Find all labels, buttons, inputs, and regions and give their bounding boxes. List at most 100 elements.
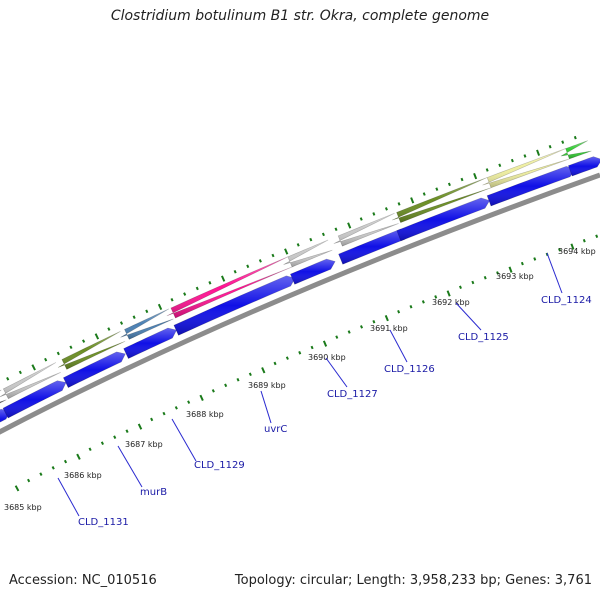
leader-line	[389, 329, 408, 363]
tick-mark	[233, 269, 237, 274]
tick-mark	[410, 197, 415, 204]
tick-mark	[483, 275, 487, 280]
tick-mark	[261, 367, 266, 374]
tick-mark	[434, 295, 438, 299]
forward-gene-arrow-shade	[123, 328, 177, 359]
gene-label: CLD_1131	[78, 517, 129, 528]
inner-tick-ring	[6, 135, 577, 381]
leader-lines	[57, 252, 563, 517]
tick-mark	[63, 459, 68, 464]
reverse-gene-arrow-shade	[283, 240, 333, 267]
tick-mark	[271, 253, 275, 258]
genome-title: Clostridium botulinum B1 str. Okra, comp…	[110, 8, 490, 24]
tick-mark	[137, 423, 143, 430]
tick-mark	[548, 144, 552, 149]
tick-mark	[284, 248, 289, 255]
gene-labels: CLD_1131 murB CLD_1129 uvrC CLD_1127 CLD…	[78, 295, 592, 528]
tick-mark	[409, 305, 413, 309]
tick-mark	[536, 149, 541, 156]
gene-label: CLD_1124	[541, 295, 592, 306]
forward-gene-arrow-shade	[568, 156, 600, 176]
tick-mark	[145, 309, 149, 314]
tick-mark	[285, 356, 289, 360]
tick-mark	[199, 394, 204, 401]
tick-mark	[150, 417, 154, 422]
tick-mark	[508, 266, 513, 273]
leader-line	[546, 252, 563, 294]
leader-line	[325, 357, 348, 388]
tick-mark	[170, 298, 174, 302]
tick-mark	[510, 158, 514, 163]
tick-mark	[447, 182, 451, 187]
leader-line	[260, 390, 272, 424]
outer-tick-ring	[14, 234, 599, 492]
tick-mark	[157, 303, 163, 311]
kbp-label: 3686 kbp	[64, 471, 102, 480]
gene-label: CLD_1129	[194, 460, 245, 471]
kbp-label: 3687 kbp	[125, 440, 163, 449]
tick-mark	[523, 154, 527, 158]
tick-mark	[51, 466, 55, 470]
leader-line	[57, 477, 80, 517]
tick-mark	[498, 163, 502, 168]
reverse-gene-arrow-shade	[392, 177, 492, 223]
tick-mark	[94, 333, 100, 340]
tick-mark	[460, 177, 464, 182]
tick-mark	[360, 325, 364, 329]
tick-mark	[44, 357, 48, 362]
tick-mark	[258, 259, 262, 263]
kbp-label: 3688 kbp	[186, 410, 224, 419]
tick-mark	[224, 383, 228, 388]
kbp-labels: 3685 kbp 3686 kbp 3687 kbp 3688 kbp 3689…	[4, 247, 596, 512]
tick-mark	[298, 351, 302, 355]
reverse-strand-genes	[0, 140, 592, 404]
tick-mark	[208, 281, 212, 285]
tick-mark	[76, 453, 81, 460]
tick-mark	[496, 271, 500, 275]
tick-mark	[421, 300, 425, 304]
kbp-label: 3693 kbp	[496, 272, 534, 281]
tick-mark	[246, 264, 250, 269]
tick-mark	[211, 389, 215, 393]
tick-mark	[113, 435, 117, 439]
tick-mark	[27, 478, 31, 483]
gene-label: CLD_1127	[327, 389, 378, 400]
kbp-label: 3692 kbp	[432, 298, 470, 307]
gene-label: CLD_1125	[458, 332, 509, 343]
genome-backbone	[0, 172, 600, 435]
tick-mark	[6, 377, 10, 381]
tick-mark	[248, 372, 252, 377]
tick-mark	[322, 340, 328, 347]
tick-mark	[570, 243, 575, 250]
tick-mark	[372, 320, 376, 324]
forward-gene-arrow-shade	[173, 275, 295, 336]
kbp-label: 3694 kbp	[558, 247, 596, 256]
tick-mark	[558, 248, 561, 252]
tick-mark	[132, 315, 136, 319]
reverse-gene-arrow-shade	[166, 256, 293, 319]
tick-mark	[309, 237, 313, 242]
tick-mark	[69, 345, 73, 350]
reverse-gene-arrow-shade	[482, 148, 570, 188]
leader-line	[455, 302, 482, 331]
tick-mark	[372, 212, 376, 216]
kbp-label: 3690 kbp	[308, 353, 346, 362]
reverse-gene-arrow-shade	[560, 140, 592, 159]
tick-mark	[422, 192, 426, 196]
tick-mark	[31, 364, 36, 371]
tick-mark	[347, 330, 351, 334]
tick-mark	[335, 335, 339, 339]
tick-mark	[435, 187, 439, 191]
tick-mark	[321, 232, 325, 237]
tick-mark	[88, 447, 92, 452]
tick-mark	[347, 222, 352, 229]
tick-mark	[458, 285, 462, 290]
tick-mark	[14, 485, 20, 492]
gene-label: uvrC	[264, 424, 287, 435]
tick-mark	[82, 339, 86, 343]
tick-mark	[582, 238, 586, 243]
tick-mark	[221, 275, 226, 282]
tick-mark	[195, 286, 199, 291]
leader-line	[117, 445, 143, 488]
forward-gene-arrow-shade	[290, 259, 336, 285]
